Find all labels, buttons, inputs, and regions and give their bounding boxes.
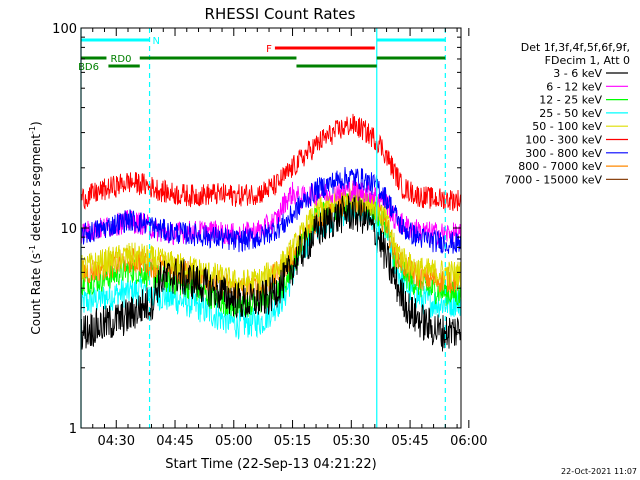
flag-label-bd6: BD6 [78, 62, 99, 73]
legend-label: 12 - 25 keV [539, 94, 602, 107]
legend-label: 50 - 100 keV [532, 120, 602, 133]
footer-timestamp: 22-Oct-2021 11:07 [561, 467, 637, 476]
y-tick-label: 100 [52, 22, 77, 37]
series-line-100-300-kev [80, 113, 462, 212]
legend-label: 100 - 300 keV [525, 134, 602, 147]
legend-label: 6 - 12 keV [546, 80, 602, 93]
legend-label: 800 - 7000 keV [518, 160, 602, 173]
x-tick-label: 05:30 [333, 434, 370, 449]
legend-label: 7000 - 15000 keV [504, 173, 602, 186]
flag-label-f: F [266, 44, 272, 55]
legend-label: 3 - 6 keV [553, 67, 602, 80]
x-axis-label: Start Time (22-Sep-13 04:21:22) [165, 457, 376, 472]
y-axis-label-end: ) [29, 121, 43, 126]
series-line-300-800-kev [80, 167, 462, 254]
legend-header-line-1: Det 1f,3f,4f,5f,6f,9f, [521, 41, 630, 54]
y-axis-label-exp2: -1 [28, 126, 37, 134]
y-axis-label-exp1: -1 [28, 245, 37, 253]
flag-label-n: N [153, 36, 160, 47]
chart-title: RHESSI Count Rates [205, 5, 356, 23]
legend: Det 1f,3f,4f,5f,6f,9f, FDecim 1, Att 0 3… [504, 41, 630, 186]
series-line-3-6-kev [80, 194, 462, 352]
y-axis-label-main: Count Rate (s [29, 253, 43, 335]
x-tick-label: 06:00 [450, 434, 487, 449]
x-tick-label: 04:45 [156, 434, 193, 449]
legend-header-line-2: FDecim 1, Att 0 [545, 54, 630, 67]
series-line-50-100-kev [80, 183, 462, 295]
x-tick-label: 05:45 [391, 434, 428, 449]
legend-label: 300 - 800 keV [525, 147, 602, 160]
flag-label-rd0: RD0 [110, 54, 131, 65]
y-tick-label: 1 [69, 422, 77, 437]
x-tick-label: 05:15 [274, 434, 311, 449]
data-layer [80, 113, 462, 352]
y-axis-label-mid: detector segment [29, 134, 43, 245]
x-tick-label: 04:30 [98, 434, 135, 449]
x-tick-label: 05:00 [215, 434, 252, 449]
legend-label: 25 - 50 keV [539, 107, 602, 120]
y-axis-label: Count Rate (s-1 detector segment-1) [28, 121, 43, 334]
y-tick-label: 10 [60, 222, 77, 237]
axis-layer: 04:30 04:45 05:00 05:15 05:30 05:45 06:00 1 10 10… [52, 22, 487, 449]
flag-layer: N F RD0 BD6 [78, 36, 446, 73]
